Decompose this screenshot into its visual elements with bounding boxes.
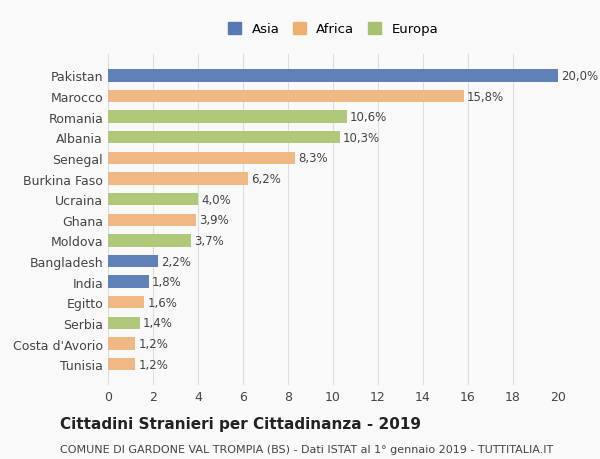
- Bar: [108, 70, 558, 83]
- Bar: [108, 235, 191, 247]
- Bar: [108, 194, 198, 206]
- Text: 1,4%: 1,4%: [143, 317, 173, 330]
- Bar: [108, 297, 144, 309]
- Text: 4,0%: 4,0%: [202, 193, 231, 206]
- Bar: [108, 276, 149, 288]
- Text: 10,3%: 10,3%: [343, 132, 380, 145]
- Text: 1,6%: 1,6%: [148, 296, 177, 309]
- Bar: [108, 132, 340, 144]
- Text: 3,9%: 3,9%: [199, 214, 229, 227]
- Bar: [108, 111, 347, 123]
- Text: 1,2%: 1,2%: [139, 337, 168, 350]
- Bar: [108, 358, 135, 370]
- Bar: [108, 338, 135, 350]
- Bar: [108, 214, 196, 226]
- Legend: Asia, Africa, Europa: Asia, Africa, Europa: [224, 19, 442, 40]
- Bar: [108, 317, 139, 330]
- Text: 6,2%: 6,2%: [251, 173, 281, 185]
- Text: 8,3%: 8,3%: [298, 152, 328, 165]
- Text: Cittadini Stranieri per Cittadinanza - 2019: Cittadini Stranieri per Cittadinanza - 2…: [60, 416, 421, 431]
- Text: 1,2%: 1,2%: [139, 358, 168, 371]
- Text: 20,0%: 20,0%: [562, 70, 599, 83]
- Bar: [108, 91, 464, 103]
- Text: 3,7%: 3,7%: [194, 235, 224, 247]
- Bar: [108, 152, 295, 165]
- Text: COMUNE DI GARDONE VAL TROMPIA (BS) - Dati ISTAT al 1° gennaio 2019 - TUTTITALIA.: COMUNE DI GARDONE VAL TROMPIA (BS) - Dat…: [60, 444, 553, 454]
- Text: 2,2%: 2,2%: [161, 255, 191, 268]
- Text: 10,6%: 10,6%: [350, 111, 387, 124]
- Text: 15,8%: 15,8%: [467, 90, 504, 103]
- Bar: [108, 255, 157, 268]
- Text: 1,8%: 1,8%: [152, 275, 182, 289]
- Bar: [108, 173, 248, 185]
